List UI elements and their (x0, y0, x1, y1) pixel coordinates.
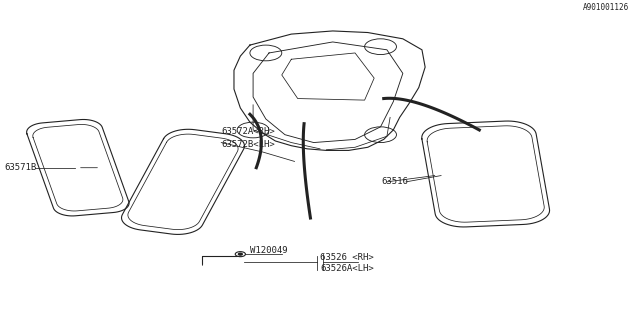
Text: A901001126: A901001126 (583, 3, 629, 12)
Text: 63526A<LH>: 63526A<LH> (320, 264, 374, 273)
Text: 63571B: 63571B (4, 163, 37, 172)
Text: 63516: 63516 (382, 177, 409, 186)
Text: 63526 <RH>: 63526 <RH> (320, 253, 374, 262)
Text: W120049: W120049 (250, 246, 287, 255)
Text: 63572B<LH>: 63572B<LH> (221, 140, 275, 148)
Circle shape (239, 253, 243, 255)
Text: 63572A<RH>: 63572A<RH> (221, 127, 275, 136)
